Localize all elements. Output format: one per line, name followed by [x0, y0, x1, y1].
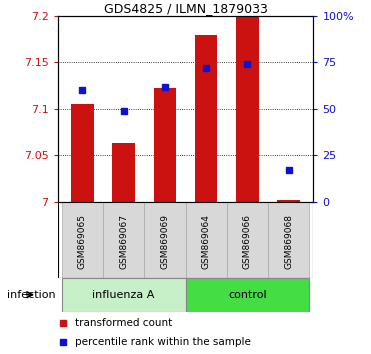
- Bar: [227, 202, 268, 278]
- Text: percentile rank within the sample: percentile rank within the sample: [75, 337, 251, 347]
- Bar: [112, 143, 135, 202]
- Bar: [103, 202, 144, 278]
- Bar: [144, 202, 186, 278]
- Text: GSM869065: GSM869065: [78, 214, 87, 269]
- Bar: [186, 278, 309, 312]
- Bar: [195, 35, 217, 202]
- Text: transformed count: transformed count: [75, 318, 173, 329]
- Bar: [62, 202, 103, 278]
- Bar: [268, 202, 309, 278]
- Bar: [154, 88, 176, 202]
- Text: GSM869068: GSM869068: [284, 214, 293, 269]
- Bar: [186, 202, 227, 278]
- Text: infection: infection: [7, 290, 56, 300]
- Text: influenza A: influenza A: [92, 290, 155, 300]
- Bar: [62, 278, 186, 312]
- Title: GDS4825 / ILMN_1879033: GDS4825 / ILMN_1879033: [104, 2, 267, 15]
- Bar: [278, 200, 300, 202]
- Bar: [236, 16, 259, 202]
- Text: GSM869064: GSM869064: [202, 214, 211, 269]
- Text: GSM869067: GSM869067: [119, 214, 128, 269]
- Text: GSM869066: GSM869066: [243, 214, 252, 269]
- Bar: [71, 104, 93, 202]
- Text: control: control: [228, 290, 267, 300]
- Text: GSM869069: GSM869069: [160, 214, 169, 269]
